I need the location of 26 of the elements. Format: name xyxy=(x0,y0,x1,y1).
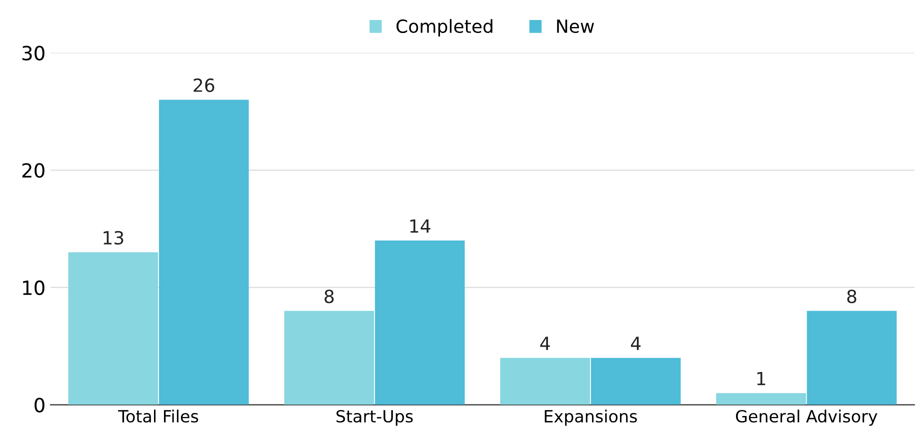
bar xyxy=(284,310,374,405)
bar xyxy=(374,240,465,405)
x-tick-label: Start-Ups xyxy=(336,410,413,426)
legend-label: Completed xyxy=(396,19,492,37)
y-tick-label: 20 xyxy=(22,163,44,178)
data-label: 13 xyxy=(104,230,124,245)
y-tick-label: 0 xyxy=(34,398,44,412)
data-label: 4 xyxy=(630,336,641,350)
bar xyxy=(590,358,681,405)
data-label: 4 xyxy=(540,336,550,350)
legend-label: New xyxy=(557,20,594,34)
data-label: 26 xyxy=(194,78,214,92)
x-tick-label: Expansions xyxy=(544,410,637,426)
y-tick-label: 10 xyxy=(23,280,44,296)
data-label: 8 xyxy=(847,290,856,304)
x-tick-label: Total Files xyxy=(118,410,198,423)
bar xyxy=(158,100,249,405)
y-tick-label: 30 xyxy=(22,46,44,60)
bar xyxy=(806,310,897,405)
data-label: 1 xyxy=(757,372,766,386)
bar xyxy=(716,393,806,405)
data-label: 14 xyxy=(410,219,430,233)
bar xyxy=(500,358,590,405)
data-label: 8 xyxy=(324,290,334,304)
bar xyxy=(68,252,158,405)
x-tick-label: General Advisory xyxy=(736,410,878,426)
